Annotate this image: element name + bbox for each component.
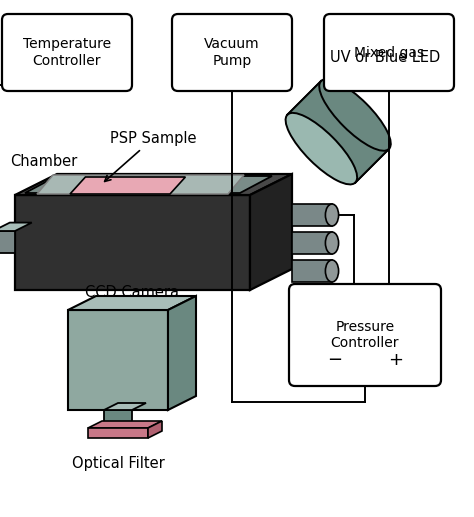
Text: Pressure
Controller: Pressure Controller <box>331 320 399 350</box>
Text: Temperature
Controller: Temperature Controller <box>23 37 111 68</box>
Polygon shape <box>104 403 146 410</box>
Polygon shape <box>70 177 185 194</box>
Polygon shape <box>15 174 292 195</box>
Ellipse shape <box>285 113 357 185</box>
Ellipse shape <box>325 232 338 254</box>
Polygon shape <box>0 231 15 253</box>
Polygon shape <box>88 428 148 438</box>
Polygon shape <box>148 421 162 438</box>
Polygon shape <box>37 175 244 194</box>
Text: Optical Filter: Optical Filter <box>72 456 164 471</box>
FancyBboxPatch shape <box>289 284 441 386</box>
Text: UV or Blue LED: UV or Blue LED <box>330 50 440 65</box>
Ellipse shape <box>319 79 391 151</box>
Text: CCD Camera: CCD Camera <box>85 285 179 300</box>
FancyBboxPatch shape <box>172 14 292 91</box>
Polygon shape <box>287 81 389 183</box>
Text: PSP Sample: PSP Sample <box>105 131 197 181</box>
Polygon shape <box>250 174 292 290</box>
Text: +: + <box>388 351 403 369</box>
Polygon shape <box>25 176 272 193</box>
FancyBboxPatch shape <box>324 14 454 91</box>
FancyBboxPatch shape <box>2 14 132 91</box>
Ellipse shape <box>325 260 338 282</box>
Polygon shape <box>0 223 32 231</box>
Ellipse shape <box>325 204 338 226</box>
Polygon shape <box>68 310 168 410</box>
Polygon shape <box>104 410 132 428</box>
Polygon shape <box>292 260 332 282</box>
Polygon shape <box>15 195 250 290</box>
Polygon shape <box>168 296 196 410</box>
Polygon shape <box>292 232 332 254</box>
Polygon shape <box>68 296 196 310</box>
Polygon shape <box>292 204 332 226</box>
Polygon shape <box>287 81 389 183</box>
Text: Chamber: Chamber <box>10 154 77 169</box>
Text: Mixed gas: Mixed gas <box>354 45 424 59</box>
Polygon shape <box>88 421 162 428</box>
Text: −: − <box>327 351 342 369</box>
Text: Vacuum
Pump: Vacuum Pump <box>204 37 260 68</box>
